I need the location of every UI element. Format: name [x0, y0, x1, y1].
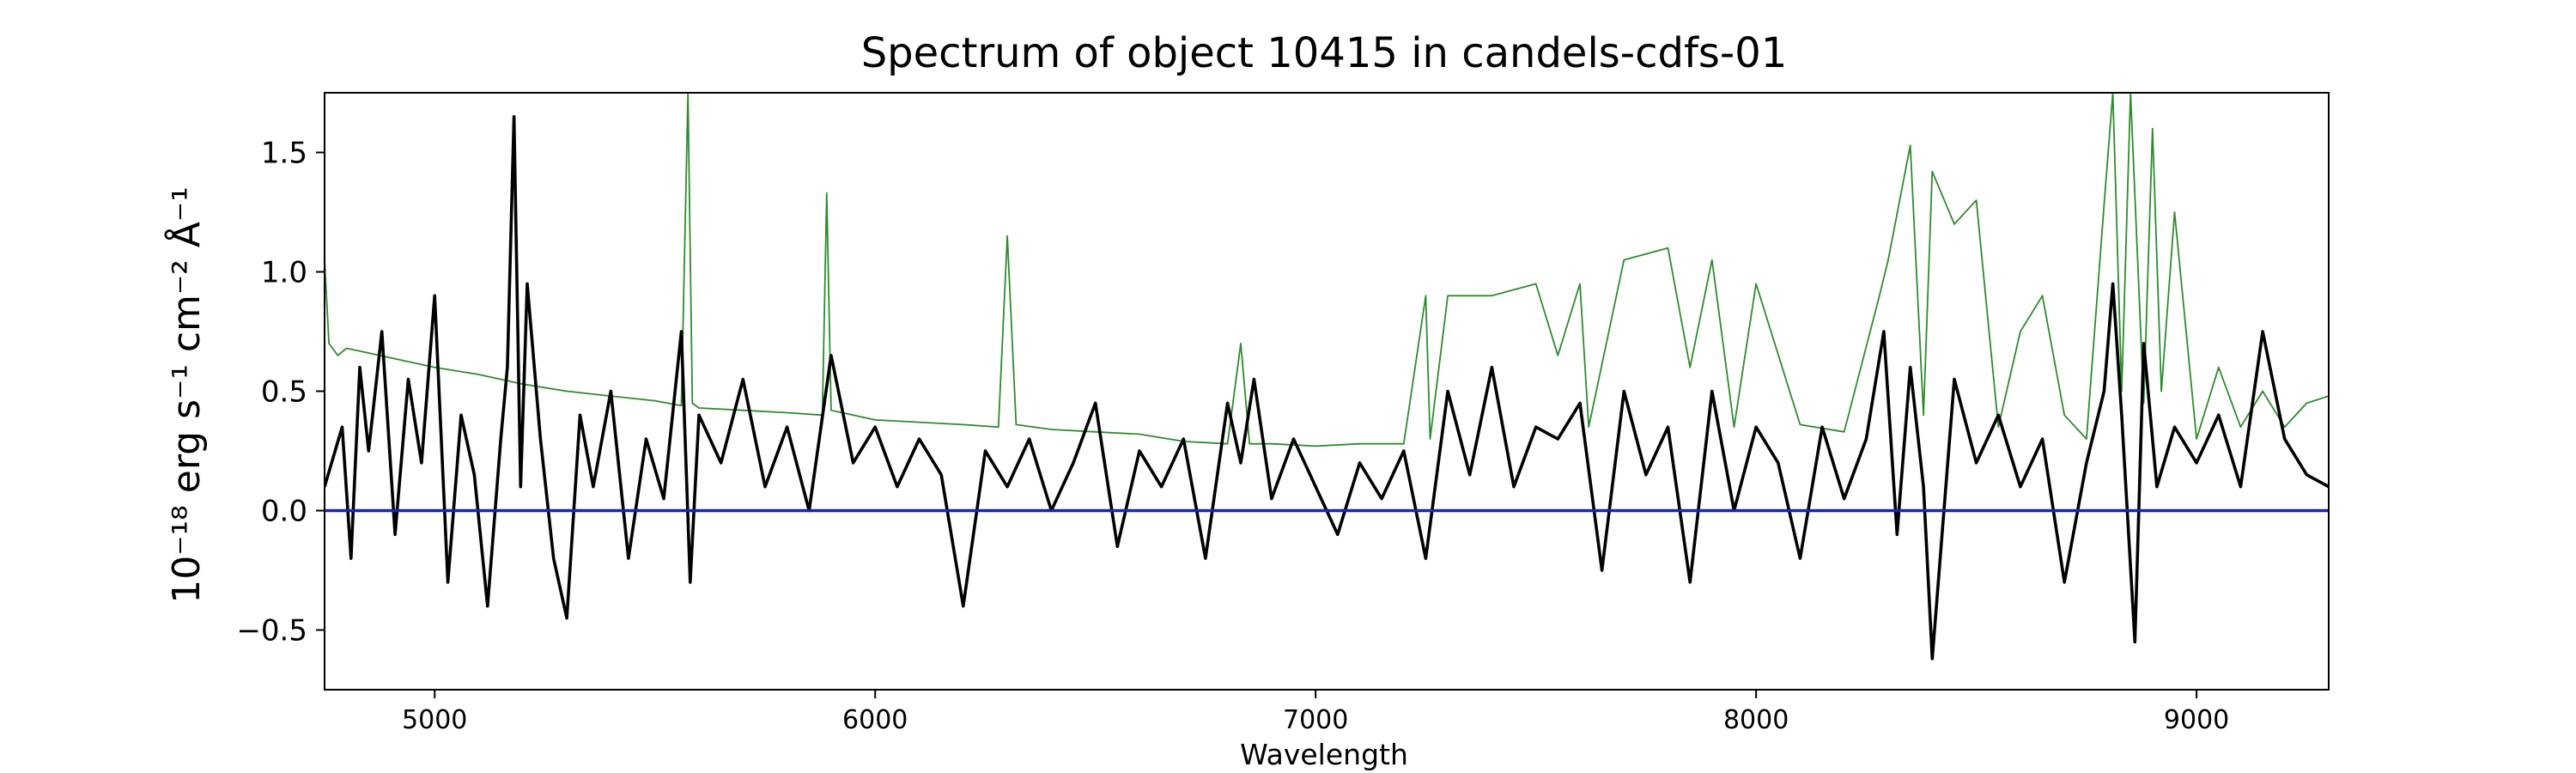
y-tick-label: 0.5 — [261, 375, 307, 410]
y-tick-label: 1.5 — [261, 137, 307, 171]
y-tick-label: −0.5 — [236, 614, 307, 648]
plot-area — [325, 93, 2329, 660]
axes: 5000 6000 7000 8000 9000 −0.5 0.0 0.5 1.0 1.5 — [236, 92, 2330, 735]
x-tick-label: 5000 — [402, 705, 467, 735]
error-series-line — [325, 93, 2329, 447]
plot-frame — [324, 92, 2330, 691]
x-tick-label: 8000 — [1723, 705, 1789, 735]
chart-title: Spectrum of object 10415 in candels-cdfs… — [861, 29, 1788, 77]
x-tick-label: 6000 — [842, 705, 908, 735]
y-axis-label: 10⁻¹⁸ erg s⁻¹ cm⁻² Å⁻¹ — [163, 186, 209, 603]
x-tick-label: 7000 — [1283, 705, 1348, 735]
x-axis-label: Wavelength — [1240, 738, 1408, 771]
flux-series-line — [325, 115, 2329, 660]
y-tick-label: 0.0 — [261, 495, 307, 529]
y-tick-label: 1.0 — [261, 256, 307, 290]
x-tick-label: 9000 — [2164, 705, 2229, 735]
